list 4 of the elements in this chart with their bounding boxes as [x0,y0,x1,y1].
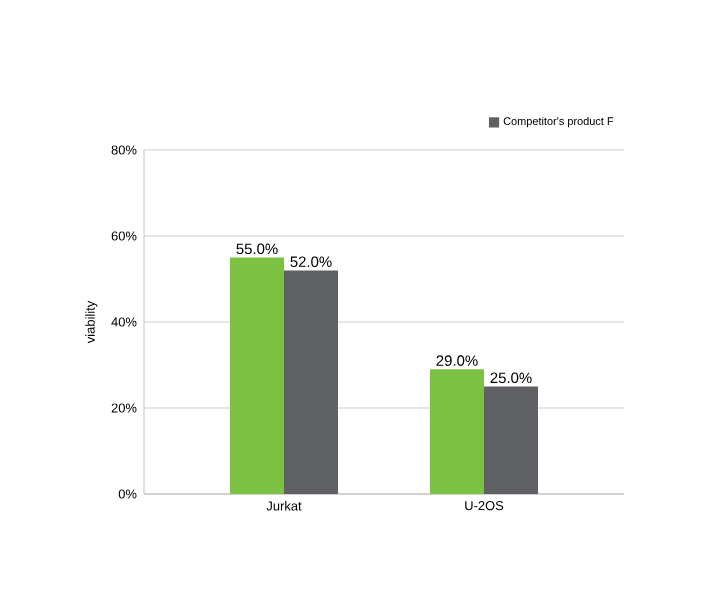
bar [230,257,284,494]
bar [284,270,338,494]
bar [484,386,538,494]
bar [430,369,484,494]
